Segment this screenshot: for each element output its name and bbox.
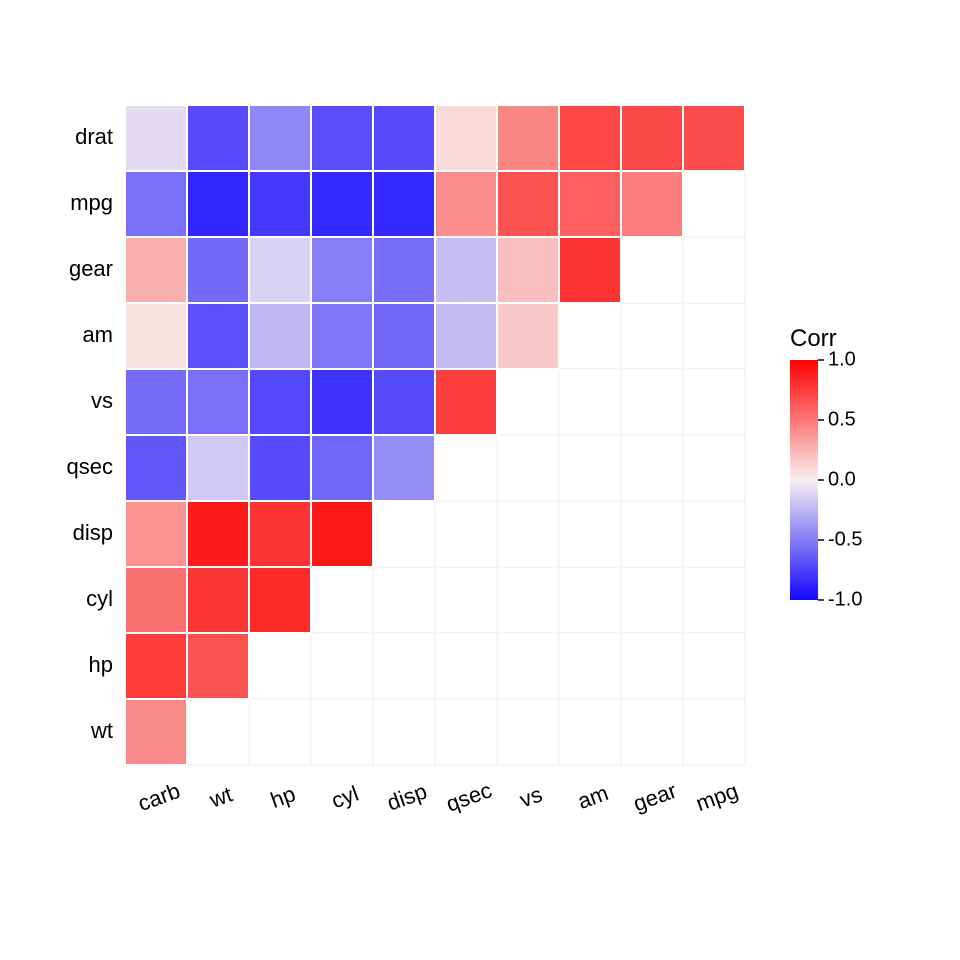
heatmap-cell <box>435 171 497 237</box>
legend-tick-label: 0.0 <box>828 468 856 490</box>
heatmap-cell <box>125 303 187 369</box>
y-axis-label: vs <box>91 388 113 413</box>
x-axis-label: cyl <box>328 781 362 814</box>
x-axis-label: mpg <box>693 778 742 816</box>
heatmap-cell <box>373 369 435 435</box>
heatmap-cell <box>125 435 187 501</box>
heatmap-cell <box>621 171 683 237</box>
heatmap-cell <box>125 237 187 303</box>
heatmap-cell <box>125 633 187 699</box>
heatmap-cell <box>187 567 249 633</box>
heatmap-cell <box>435 369 497 435</box>
heatmap-cell <box>497 171 559 237</box>
heatmap-cell <box>311 105 373 171</box>
heatmap-cell <box>311 237 373 303</box>
heatmap-cell <box>311 303 373 369</box>
heatmap-cell <box>311 369 373 435</box>
heatmap-cell <box>249 171 311 237</box>
heatmap-cell <box>249 567 311 633</box>
y-axis-label: wt <box>90 718 113 743</box>
x-axis-label: gear <box>630 778 680 817</box>
x-axis-label: wt <box>205 781 235 812</box>
legend-tick-label: 0.5 <box>828 408 856 430</box>
heatmap-cell <box>683 105 745 171</box>
heatmap-cell <box>249 369 311 435</box>
heatmap-cell <box>187 501 249 567</box>
heatmap-cell <box>187 435 249 501</box>
heatmap-cell <box>373 105 435 171</box>
heatmap-cell <box>125 699 187 765</box>
legend-tick-label: -0.5 <box>828 528 862 550</box>
heatmap-cell <box>187 303 249 369</box>
heatmap-cell <box>125 567 187 633</box>
y-axis-label: cyl <box>86 586 113 611</box>
heatmap-cell <box>373 237 435 303</box>
y-axis-label: gear <box>69 256 113 281</box>
heatmap-cell <box>559 171 621 237</box>
x-axis-label: vs <box>516 781 545 812</box>
heatmap-cell <box>373 303 435 369</box>
heatmap-cell <box>497 105 559 171</box>
y-axis-label: qsec <box>67 454 113 479</box>
heatmap-cell <box>125 501 187 567</box>
heatmap-cell <box>187 369 249 435</box>
y-axis-label: mpg <box>70 190 113 215</box>
legend-tick-label: -1.0 <box>828 588 862 610</box>
heatmap-cell <box>435 105 497 171</box>
heatmap-cell <box>311 171 373 237</box>
heatmap-cell <box>187 633 249 699</box>
heatmap-cell <box>311 435 373 501</box>
x-axis-label: disp <box>384 778 430 815</box>
y-axis-label: disp <box>73 520 113 545</box>
heatmap-cell <box>187 171 249 237</box>
heatmap-cell <box>311 501 373 567</box>
heatmap-cell <box>187 105 249 171</box>
heatmap-cell <box>249 105 311 171</box>
y-axis-label: am <box>82 322 113 347</box>
y-axis-label: drat <box>75 124 113 149</box>
y-axis-label: hp <box>89 652 113 677</box>
x-axis-label: carb <box>135 778 184 816</box>
heatmap-cell <box>125 171 187 237</box>
heatmap-cell <box>187 237 249 303</box>
heatmap-cell <box>559 105 621 171</box>
heatmap-cell <box>559 237 621 303</box>
x-axis-label: hp <box>267 781 299 813</box>
heatmap-cell <box>249 237 311 303</box>
heatmap-cell <box>125 369 187 435</box>
heatmap-cell <box>373 171 435 237</box>
heatmap-cell <box>497 237 559 303</box>
legend-tick-label: 1.0 <box>828 348 856 370</box>
heatmap-cell <box>435 303 497 369</box>
correlation-heatmap: dratmpggearamvsqsecdispcylhpwtcarbwthpcy… <box>0 0 960 960</box>
heatmap-cell <box>125 105 187 171</box>
legend-colorbar <box>790 360 818 600</box>
color-legend: Corr1.00.50.0-0.5-1.0 <box>790 325 862 610</box>
heatmap-cell <box>497 303 559 369</box>
heatmap-cell <box>373 435 435 501</box>
x-axis-label: am <box>574 780 611 814</box>
x-axis-label: qsec <box>443 777 495 816</box>
heatmap-cell <box>621 105 683 171</box>
heatmap-cell <box>249 435 311 501</box>
heatmap-cell <box>249 303 311 369</box>
heatmap-cell <box>435 237 497 303</box>
heatmap-cell <box>249 501 311 567</box>
